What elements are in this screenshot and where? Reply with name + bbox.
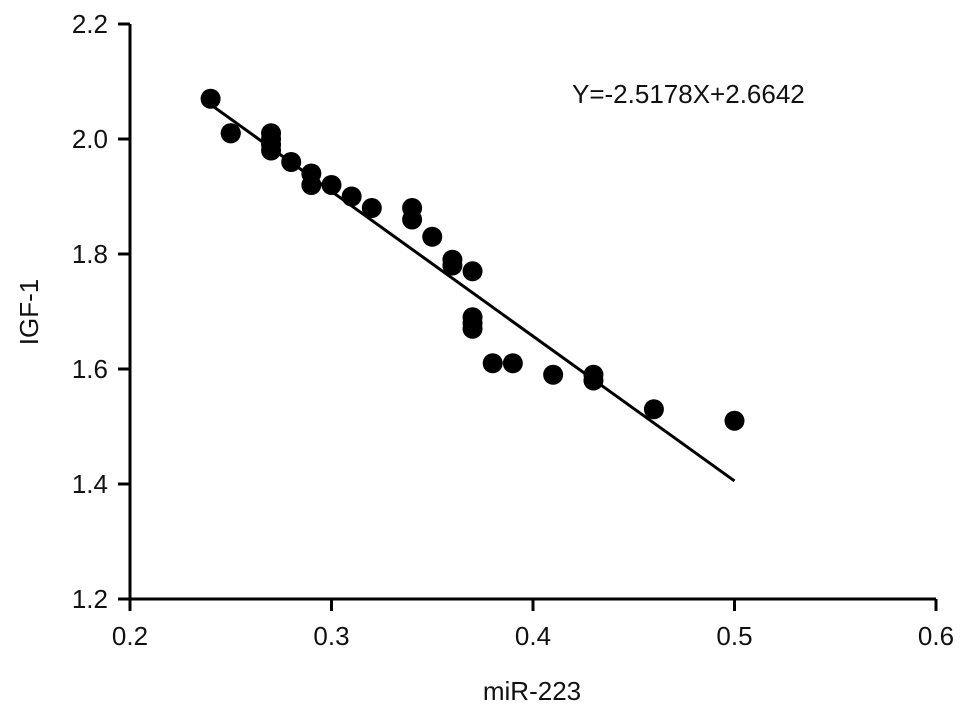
x-axis-title: miR-223 (483, 676, 581, 706)
data-point (261, 140, 282, 161)
x-tick-label: 0.5 (716, 621, 752, 651)
data-points (200, 88, 745, 431)
axes (128, 24, 936, 601)
data-point (462, 261, 483, 282)
data-point (301, 175, 322, 195)
y-tick-label: 1.2 (72, 584, 108, 614)
data-point (442, 255, 463, 276)
data-point (643, 399, 664, 420)
data-point (724, 410, 745, 431)
data-point (422, 226, 443, 247)
y-tick-label: 2.2 (72, 9, 108, 39)
x-tick-label: 0.4 (515, 621, 551, 651)
x-tick-label: 0.2 (112, 621, 148, 651)
x-tick-label: 0.6 (918, 621, 954, 651)
data-point (200, 88, 221, 109)
y-tick-label: 1.6 (72, 354, 108, 384)
data-point (462, 318, 483, 339)
y-tick-label: 1.4 (72, 469, 108, 499)
data-point (482, 353, 503, 374)
data-point (341, 186, 362, 207)
data-point (220, 123, 241, 144)
data-point (402, 209, 423, 230)
y-axis-title: IGF-1 (14, 279, 44, 345)
regression-equation: Y=-2.5178X+2.6642 (572, 79, 805, 109)
x-tick-label: 0.3 (313, 621, 349, 651)
y-tick-label: 2.0 (72, 124, 108, 154)
data-point (361, 198, 382, 218)
data-point (502, 353, 523, 374)
y-tick-label: 1.8 (72, 239, 108, 269)
data-point (543, 364, 564, 385)
data-point (321, 175, 342, 195)
ticks: 0.2 0.3 0.4 0.5 0.6 1.2 1.4 1.6 1.8 2.0 2.2 (72, 9, 954, 651)
data-point (281, 152, 302, 172)
data-point (583, 370, 604, 391)
